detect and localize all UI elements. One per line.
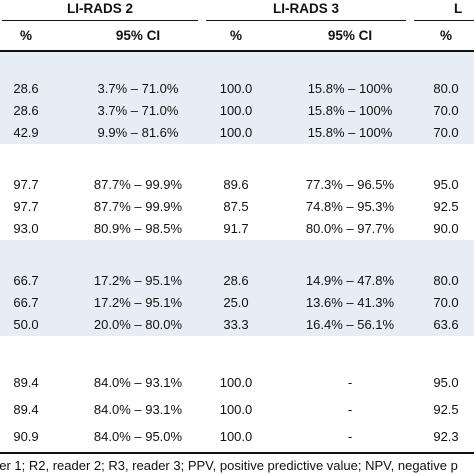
table-row: 28.6 3.7% – 71.0% 100.0 15.8% – 100% 80.… [0,78,474,100]
cell-percent: 87.5 [223,199,249,214]
cell-ci: 16.4% – 56.1% [305,317,395,332]
cell-ci: 80.9% – 98.5% [93,221,183,236]
section-spacer [0,240,474,270]
cell-percent: 70.0 [433,125,459,140]
section-spacer [0,144,474,174]
cell-ci: 77.3% – 96.5% [305,177,395,192]
cell-percent: 28.6 [13,103,39,118]
table-row: 93.0 80.9% – 98.5% 91.7 80.0% – 97.7% 90… [0,218,474,240]
cell-percent: 66.7 [13,273,39,288]
cell-percent: 100.0 [219,402,253,417]
cell-percent: 80.0 [433,273,459,288]
cell-ci: 87.7% – 99.9% [93,177,183,192]
cell-percent: 89.6 [223,177,249,192]
cell-percent: 91.7 [223,221,249,236]
group-header-lirads3: LI-RADS 3 [206,0,406,21]
cell-ci: 87.7% – 99.9% [93,199,183,214]
cell-ci: - [347,375,353,390]
table-row: 89.4 84.0% – 93.1% 100.0 - 92.5 [0,399,474,421]
group-header-lirads4-partial: L [414,0,474,21]
cell-ci: - [347,402,353,417]
cell-percent: 28.6 [223,273,249,288]
cell-percent: 100.0 [219,429,253,444]
cell-percent: 100.0 [219,103,253,118]
cell-percent: 97.7 [13,177,39,192]
cell-percent: 92.3 [433,429,459,444]
cell-ci: 84.0% – 93.1% [93,402,183,417]
table-row: 66.7 17.2% – 95.1% 25.0 13.6% – 41.3% 70… [0,292,474,314]
cell-percent: 92.5 [433,402,459,417]
col-header-percent-1: % [19,28,32,43]
cell-ci: 17.2% – 95.1% [93,295,183,310]
footnote-text: der 1; R2, reader 2; R3, reader 3; PPV, … [0,458,458,473]
col-header-percent-3: % [439,28,452,43]
cell-percent: 100.0 [219,125,253,140]
cell-percent: 33.3 [223,317,249,332]
cell-ci: 15.8% – 100% [307,125,393,140]
table-row: 50.0 20.0% – 80.0% 33.3 16.4% – 56.1% 63… [0,314,474,336]
table-row: 97.7 87.7% – 99.9% 87.5 74.8% – 95.3% 92… [0,196,474,218]
table-row: 28.6 3.7% – 71.0% 100.0 15.8% – 100% 70.… [0,100,474,122]
column-header-row: % 95% CI % 95% CI % [0,22,474,52]
cell-ci: 3.7% – 71.0% [97,81,179,96]
cell-ci: 9.9% – 81.6% [97,125,179,140]
cell-ci: 13.6% – 41.3% [305,295,395,310]
cell-ci: 14.9% – 47.8% [305,273,395,288]
cell-ci: 80.0% – 97.7% [305,221,395,236]
cell-ci: 84.0% – 95.0% [93,429,183,444]
cell-percent: 80.0 [433,81,459,96]
cell-percent: 90.9 [13,429,39,444]
section-spacer [0,336,474,366]
table-row: 42.9 9.9% – 81.6% 100.0 15.8% – 100% 70.… [0,122,474,144]
cell-percent: 92.5 [433,199,459,214]
table-footnote: der 1; R2, reader 2; R3, reader 3; PPV, … [0,452,474,474]
table-row: 90.9 84.0% – 95.0% 100.0 - 92.3 [0,426,474,448]
table-row: 97.7 87.7% – 99.9% 89.6 77.3% – 96.5% 95… [0,174,474,196]
cell-percent: 100.0 [219,375,253,390]
table-row: 89.4 84.0% – 93.1% 100.0 - 95.0 [0,372,474,394]
cell-percent: 70.0 [433,103,459,118]
cell-percent: 93.0 [13,221,39,236]
cell-ci: 17.2% – 95.1% [93,273,183,288]
table-row: 66.7 17.2% – 95.1% 28.6 14.9% – 47.8% 80… [0,270,474,292]
cell-percent: 90.0 [433,221,459,236]
cell-percent: 100.0 [219,81,253,96]
cell-percent: 42.9 [13,125,39,140]
cell-ci: 15.8% – 100% [307,81,393,96]
cell-ci: 15.8% – 100% [307,103,393,118]
cell-percent: 50.0 [13,317,39,332]
col-header-percent-2: % [229,28,242,43]
cell-ci: 20.0% – 80.0% [93,317,183,332]
cell-percent: 28.6 [13,81,39,96]
cell-percent: 89.4 [13,402,39,417]
cell-percent: 89.4 [13,375,39,390]
group-header-lirads2: LI-RADS 2 [2,0,198,21]
cell-percent: 97.7 [13,199,39,214]
cell-ci: 74.8% – 95.3% [305,199,395,214]
cell-percent: 95.0 [433,177,459,192]
cell-ci: - [347,429,353,444]
cell-percent: 95.0 [433,375,459,390]
cell-ci: 3.7% – 71.0% [97,103,179,118]
cell-percent: 66.7 [13,295,39,310]
cell-percent: 25.0 [223,295,249,310]
cell-percent: 63.6 [433,317,459,332]
cell-ci: 84.0% – 93.1% [93,375,183,390]
col-header-ci-1: 95% CI [115,28,161,43]
cell-percent: 70.0 [433,295,459,310]
group-header-row: LI-RADS 2 LI-RADS 3 L [0,0,474,22]
col-header-ci-2: 95% CI [327,28,373,43]
section-spacer [0,52,474,78]
